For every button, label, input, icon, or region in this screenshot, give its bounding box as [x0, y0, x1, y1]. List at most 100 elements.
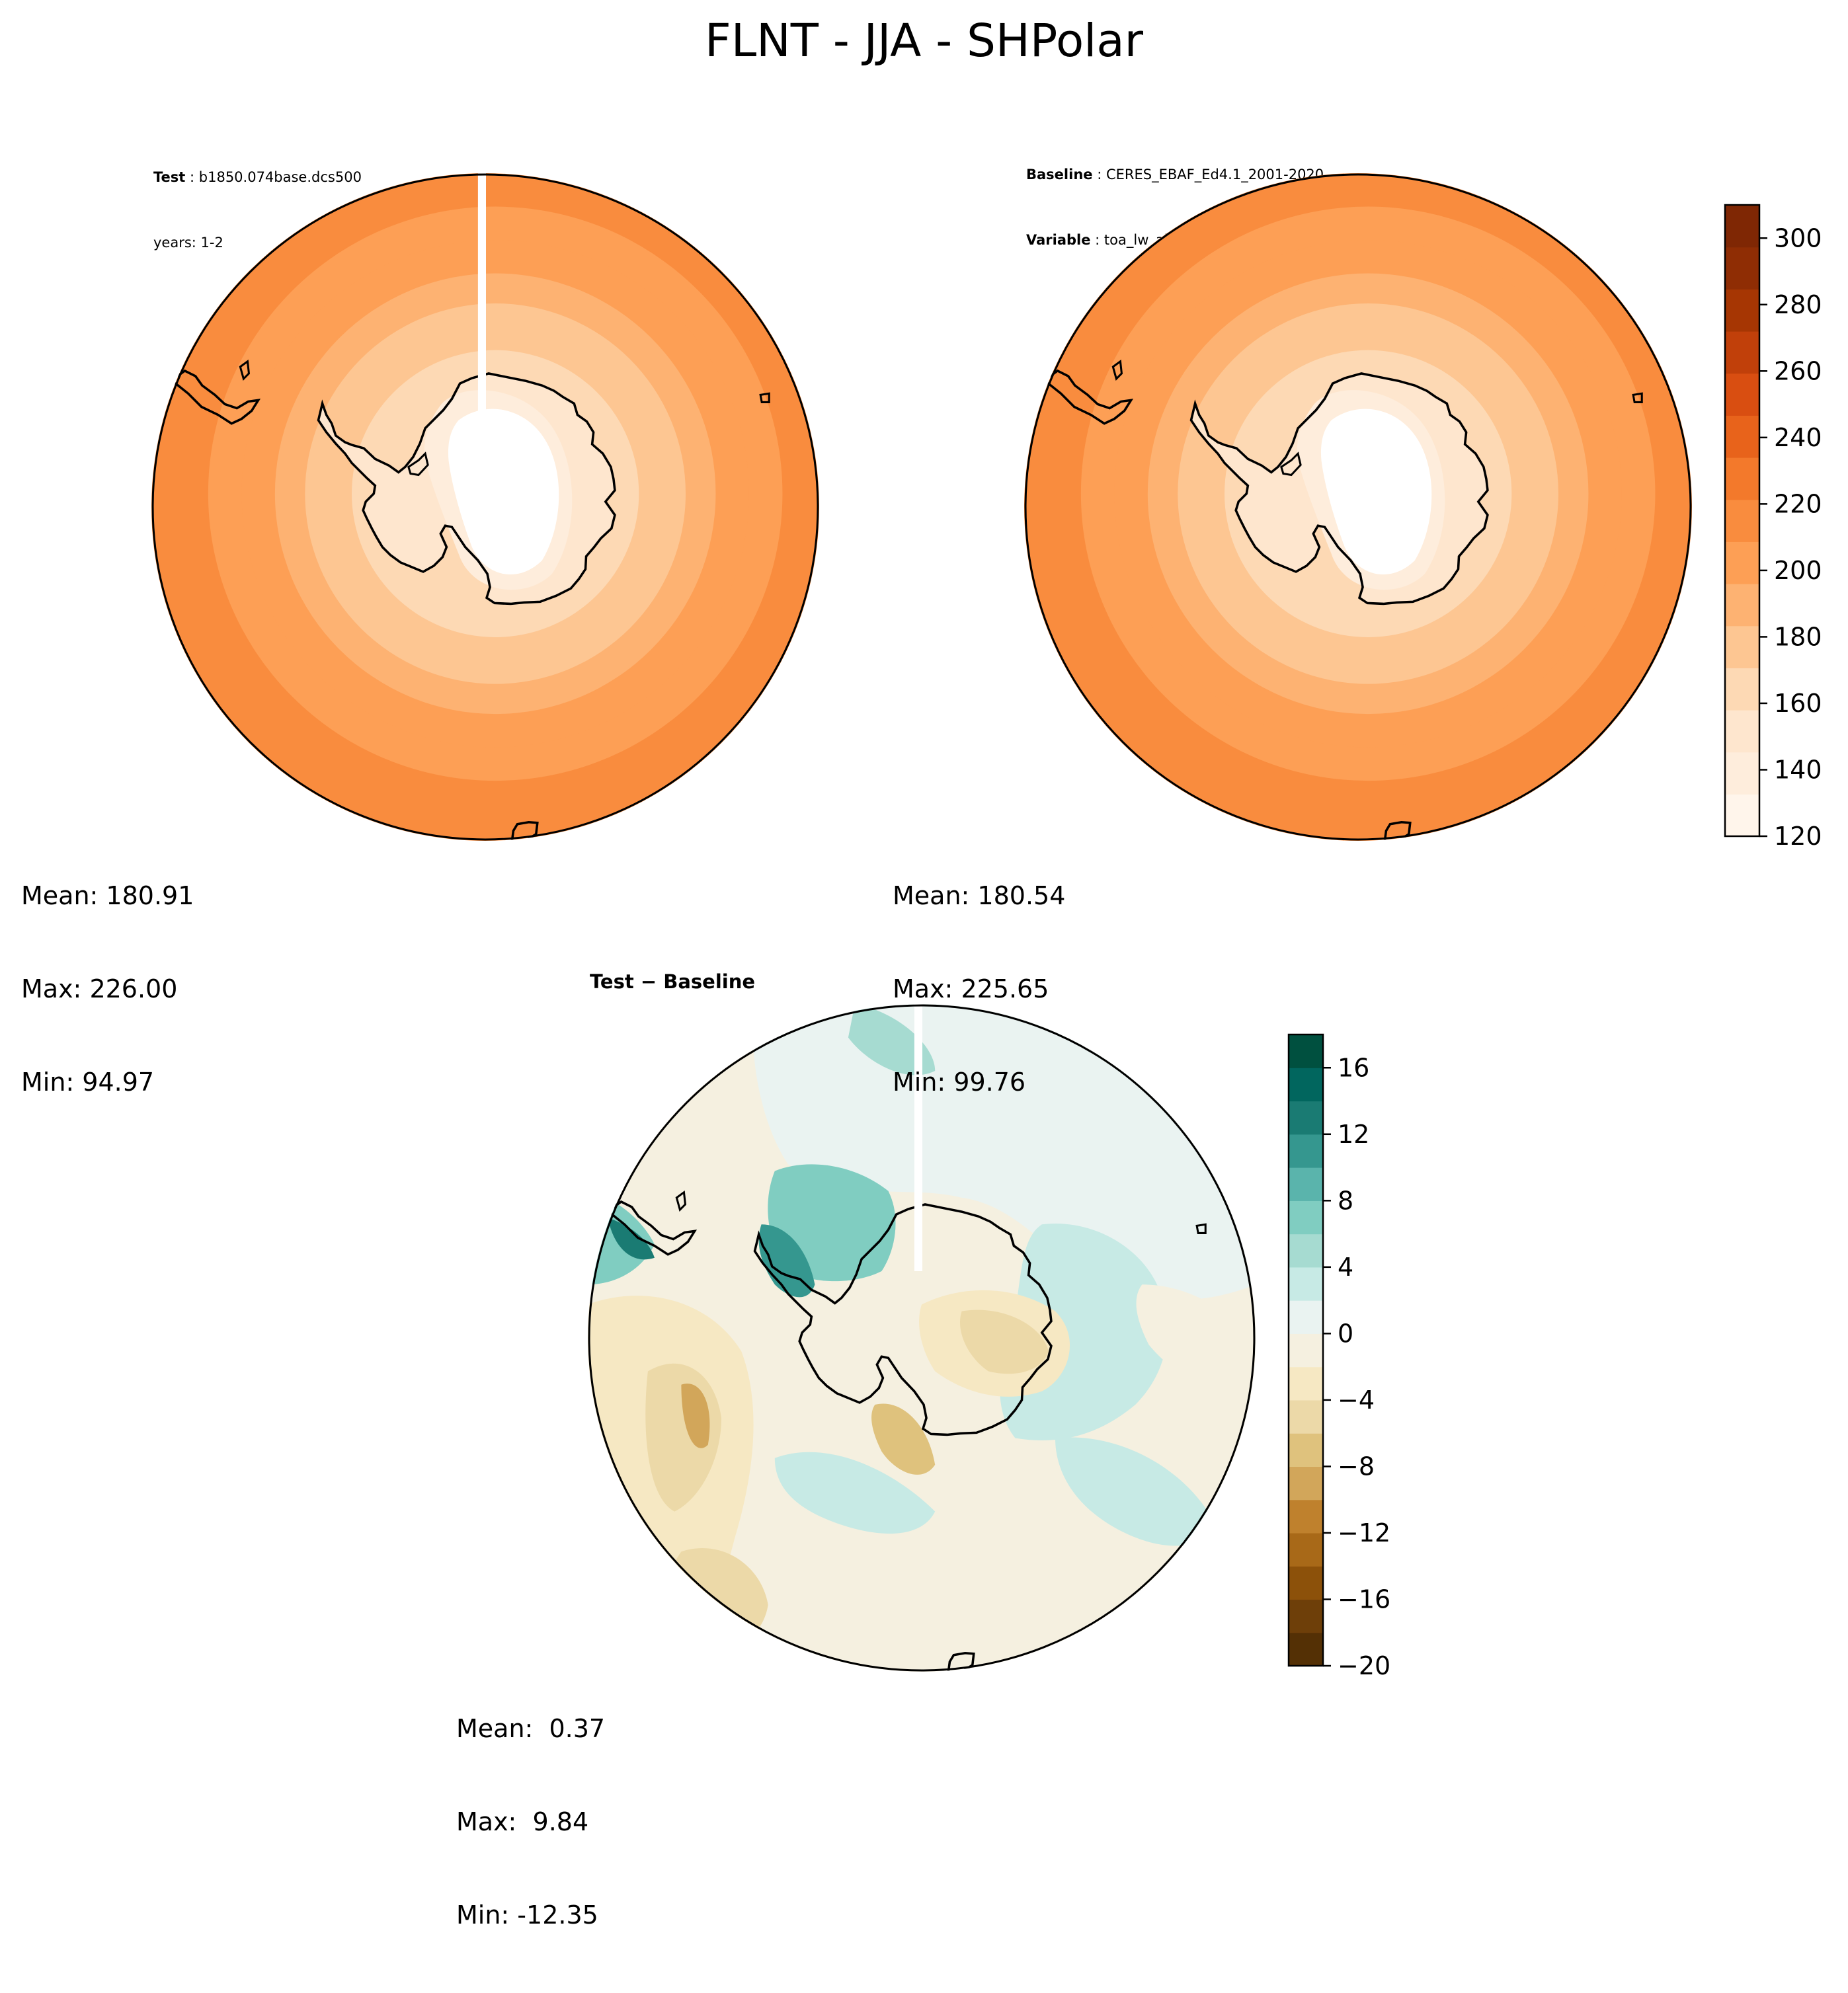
colorbar-main-segment: [1725, 710, 1759, 753]
colorbar-main-segment: [1725, 457, 1759, 500]
diff-boundary: [588, 1004, 1256, 1672]
baseline-name-line: Baseline : CERES_EBAF_Ed4.1_2001-2020: [1026, 167, 1324, 182]
diff-contour-band: [848, 1004, 936, 1075]
colorbar-main-segment: [1725, 584, 1759, 627]
baseline-stats: Mean: 180.54 Max: 225.65 Min: 99.76: [893, 818, 1065, 1160]
test-max: Max: 226.00: [21, 974, 178, 1003]
colorbar-main-segment: [1725, 794, 1759, 837]
baseline-map: [1024, 173, 1692, 841]
colorbar-main-frame: [1724, 204, 1761, 838]
colorbar-main-segment: [1725, 499, 1759, 542]
test-boundary: [151, 173, 819, 841]
diff-data-gap: [914, 1004, 923, 1271]
colorbar-diff-segment: [1289, 1333, 1323, 1368]
test-min: Min: 94.97: [21, 1068, 155, 1097]
colorbar-diff-segment: [1289, 1466, 1323, 1501]
diff-contour-band: [1136, 1284, 1256, 1405]
colorbar-diff-segment: [1289, 1433, 1323, 1467]
test-years: years: 1-2: [153, 235, 223, 251]
baseline-max: Max: 225.65: [893, 974, 1049, 1003]
baseline-south-america-coast: [1024, 360, 1134, 425]
test-island-coast: [407, 451, 429, 477]
colorbar-main-segment: [1725, 625, 1759, 668]
test-kerguelen-coast: [759, 392, 770, 403]
difference-min: Min: -12.35: [456, 1900, 598, 1930]
colorbar-main-segment: [1725, 331, 1759, 374]
colorbar-diff-tick-label: 8: [1338, 1186, 1353, 1215]
diff-contour-band: [871, 1403, 936, 1475]
colorbar-diff-tick-label: 4: [1338, 1253, 1353, 1282]
colorbar-diff-segment: [1289, 1101, 1323, 1135]
diff-contour-band: [1055, 1437, 1216, 1546]
colorbar-main-tick-label: 140: [1774, 755, 1822, 784]
colorbar-diff-segment: [1289, 1267, 1323, 1301]
difference-mean: Mean: 0.37: [456, 1714, 606, 1743]
difference-title: Test − Baseline: [590, 970, 756, 993]
colorbar-diff-tick-label: 16: [1338, 1053, 1369, 1082]
baseline-new-zealand-coast: [1383, 820, 1412, 841]
colorbar-diff-segment: [1289, 1300, 1323, 1334]
figure: FLNT - JJA - SHPolar Test : b1850.074bas…: [21, 15, 1822, 1930]
colorbar-main-segment: [1725, 247, 1759, 290]
diff-kerguelen-coast: [1195, 1223, 1207, 1234]
colorbar-diff-tick-label: −12: [1338, 1518, 1390, 1547]
colorbar-diff-segment: [1289, 1233, 1323, 1268]
colorbar-main-tick-label: 220: [1774, 489, 1822, 518]
colorbar-diff-segment: [1289, 1399, 1323, 1434]
baseline-label: Baseline: [1026, 167, 1093, 182]
colorbar-main-segment: [1725, 373, 1759, 416]
colorbar-main-tick-label: 240: [1774, 423, 1822, 452]
colorbar-diff-segment: [1289, 1068, 1323, 1102]
test-label: Test: [153, 169, 186, 185]
colorbar-main-segment: [1725, 752, 1759, 795]
colorbar-diff-segment: [1289, 1200, 1323, 1235]
colorbar-main-segment: [1725, 668, 1759, 711]
test-plateau-core: [448, 409, 559, 575]
colorbar-diff-frame: [1287, 1033, 1324, 1667]
colorbar-diff-segment: [1289, 1366, 1323, 1401]
colorbar-main-tick-label: 300: [1774, 223, 1822, 253]
baseline-min: Min: 99.76: [893, 1068, 1026, 1097]
colorbar-diff-tick-label: −8: [1338, 1452, 1375, 1481]
test-mean: Mean: 180.91: [21, 881, 194, 910]
test-new-zealand-coast: [510, 820, 539, 841]
test-data-gap: [477, 173, 487, 440]
colorbar-diff-segment: [1289, 1499, 1323, 1534]
colorbar-diff-tick-label: −4: [1338, 1386, 1375, 1415]
colorbar-difference: −20 −16 −12 −8 −4 0 4 8 12 16: [1287, 1033, 1390, 1676]
baseline-name: CERES_EBAF_Ed4.1_2001-2020: [1105, 167, 1324, 182]
colorbar-diff-segment: [1289, 1599, 1323, 1633]
colorbar-diff-tick-label: 0: [1338, 1319, 1353, 1348]
colorbar-diff-segment: [1289, 1035, 1323, 1068]
baseline-boundary: [1024, 173, 1692, 841]
diff-contour-band: [608, 1218, 655, 1260]
baseline-plateau-core: [1320, 409, 1432, 575]
colorbar-diff-tick-label: 12: [1338, 1120, 1369, 1149]
colorbar-main: 120 140 160 180 200 220 240 260 280 300: [1724, 204, 1822, 846]
difference-max: Max: 9.84: [456, 1807, 589, 1836]
baseline-kerguelen-coast: [1632, 392, 1643, 403]
colorbar-main-tick-label: 280: [1774, 290, 1822, 319]
colorbar-main-tick-label: 180: [1774, 622, 1822, 651]
difference-stats: Mean: 0.37 Max: 9.84 Min: -12.35: [456, 1651, 605, 1993]
colorbar-main-tick-label: 160: [1774, 689, 1822, 718]
test-name: b1850.074base.dcs500: [198, 169, 362, 185]
colorbar-main-tick-label: 200: [1774, 556, 1822, 585]
baseline-mean: Mean: 180.54: [893, 881, 1066, 910]
baseline-variable-label: Variable: [1026, 232, 1091, 248]
colorbar-diff-segment: [1289, 1566, 1323, 1600]
diff-contour-band: [959, 1309, 1049, 1374]
test-stats: Mean: 180.91 Max: 226.00 Min: 94.97: [21, 818, 194, 1160]
baseline-island-coast: [1280, 451, 1302, 477]
colorbar-main-segment: [1725, 289, 1759, 332]
diff-contour-band: [681, 1384, 710, 1448]
test-falklands-coast: [239, 360, 251, 381]
baseline-coastline: [1189, 372, 1489, 606]
difference-map: [588, 1004, 1256, 1672]
figure-title: FLNT - JJA - SHPolar: [705, 15, 1143, 67]
baseline-falklands-coast: [1111, 360, 1123, 381]
colorbar-main-tick-label: 120: [1774, 822, 1822, 846]
diff-coastline: [753, 1203, 1053, 1436]
colorbar-main-segment: [1725, 541, 1759, 584]
test-map: [151, 173, 819, 841]
